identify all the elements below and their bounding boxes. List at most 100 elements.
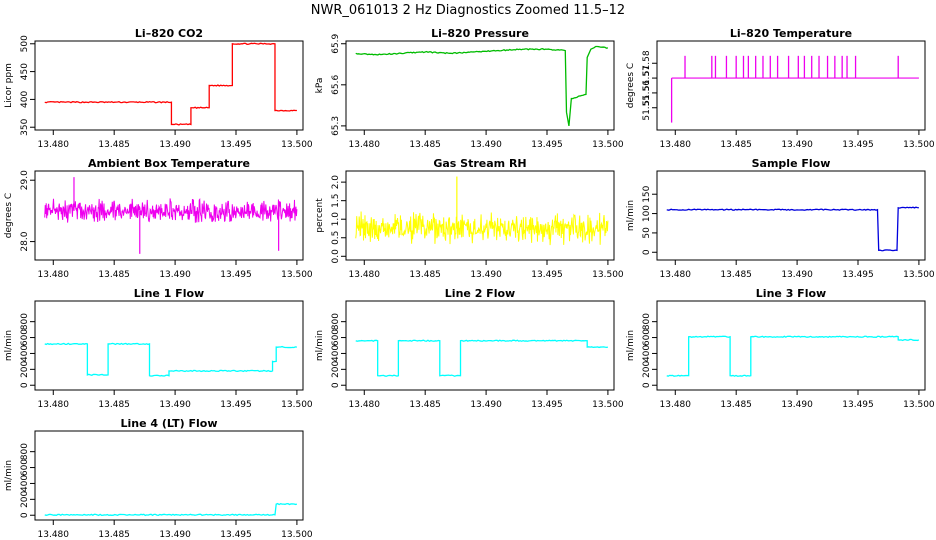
chart-title: Line 2 Flow [445,287,515,300]
x-tick-label: 13.480 [349,140,381,150]
x-tick-label: 13.485 [409,400,441,410]
y-tick-label: 400 [331,345,341,362]
x-tick-label: 13.480 [660,270,692,280]
panels: Li–820 CO2 13.480 13.485 13.490 13.495 13.500… [4,27,935,540]
y-tick-label: 2.0 [331,175,341,190]
x-tick-label: 13.480 [38,400,70,410]
chart-title: Li–820 Temperature [730,27,852,40]
y-axis-label: percent [315,198,325,233]
data-series [44,342,298,377]
data-series [44,502,298,517]
chart-title: Li–820 CO2 [135,27,203,40]
x-tick-label: 13.485 [720,140,752,150]
y-tick-label: 65.3 [331,116,341,136]
y-tick-label: 500 [20,35,30,52]
y-tick-label: 400 [20,475,30,492]
y-tick-label: 800 [20,443,30,460]
y-tick-label: 51.57 [642,65,652,91]
x-tick-label: 13.495 [531,140,563,150]
y-axis-label: ml/min [315,330,325,361]
data-series [44,198,298,223]
chart-title: Line 4 (LT) Flow [121,417,218,430]
x-tick-label: 13.485 [409,270,441,280]
x-tick-label: 13.480 [38,140,70,150]
x-tick-label: 13.490 [159,530,191,540]
chart-title: Li–820 Pressure [431,27,529,40]
x-tick-label: 13.490 [781,270,813,280]
x-tick-label: 13.495 [220,400,252,410]
y-axis-label: degrees C [626,63,636,108]
chart-title: Gas Stream RH [433,157,526,170]
data-series [355,45,609,127]
chart-panel: Line 2 Flow 13.480 13.485 13.490 13.495 13.50… [315,287,624,410]
x-tick-label: 13.480 [38,530,70,540]
y-tick-label: 350 [20,118,30,135]
x-tick-label: 13.485 [98,270,130,280]
plot-frame [34,40,304,131]
x-tick-label: 13.495 [842,140,874,150]
chart-title: Sample Flow [752,157,831,170]
y-tick-label: 0 [642,249,652,255]
x-tick-label: 13.485 [98,140,130,150]
x-tick-label: 13.480 [349,270,381,280]
y-axis-label: ml/min [626,200,636,231]
x-tick-label: 13.500 [903,140,935,150]
y-tick-label: 200 [20,490,30,507]
x-tick-label: 13.490 [470,400,502,410]
y-tick-label: 50 [642,227,652,239]
x-tick-label: 13.485 [720,400,752,410]
y-tick-label: 600 [20,329,30,346]
x-tick-label: 13.490 [159,140,191,150]
y-tick-label: 0.5 [331,231,341,245]
y-axis-label: ml/min [4,330,14,361]
chart-panel: Gas Stream RH 13.480 13.485 13.490 13.495 13.… [315,157,624,280]
x-tick-label: 13.490 [470,140,502,150]
y-tick-label: 800 [20,313,30,330]
y-tick-label: 450 [20,63,30,80]
chart-panel: Line 1 Flow 13.480 13.485 13.490 13.495 13.50… [4,287,313,410]
chart-title: Line 1 Flow [134,287,204,300]
y-tick-label: 600 [331,329,341,346]
plot-frame [34,300,304,391]
y-tick-label: 51.55 [642,95,652,121]
y-tick-label: 0 [20,382,30,388]
y-tick-label: 1.5 [331,194,341,208]
y-tick-label: 0.0 [331,249,341,264]
x-tick-label: 13.480 [660,140,692,150]
y-tick-label: 51.56 [642,80,652,106]
x-tick-label: 13.495 [220,530,252,540]
chart-panel: Sample Flow 13.480 13.485 13.490 13.495 13.50… [626,157,935,280]
x-tick-label: 13.495 [220,270,252,280]
y-tick-label: 600 [642,329,652,346]
x-tick-label: 13.500 [592,270,624,280]
x-tick-label: 13.480 [349,400,381,410]
x-tick-label: 13.485 [98,530,130,540]
y-tick-label: 800 [642,313,652,330]
x-tick-label: 13.485 [98,400,130,410]
chart-panel: Ambient Box Temperature 13.480 13.485 13.49… [4,157,313,280]
x-tick-label: 13.500 [903,400,935,410]
x-tick-label: 13.490 [159,400,191,410]
y-tick-label: 150 [642,185,652,202]
y-tick-label: 200 [20,360,30,377]
x-tick-label: 13.495 [842,400,874,410]
data-series [666,206,919,252]
x-tick-label: 13.500 [592,400,624,410]
y-axis-label: Licor ppm [4,63,14,108]
y-tick-label: 29.0 [20,170,30,190]
y-tick-label: 100 [642,205,652,222]
chart-title: Ambient Box Temperature [88,157,250,170]
x-tick-label: 13.495 [220,140,252,150]
x-tick-label: 13.495 [531,400,563,410]
y-tick-label: 65.9 [331,33,341,53]
y-tick-label: 200 [331,360,341,377]
x-tick-label: 13.485 [720,270,752,280]
plot-frame [34,170,304,261]
y-tick-label: 0 [642,382,652,388]
x-tick-label: 13.480 [38,270,70,280]
x-tick-label: 13.480 [660,400,692,410]
x-tick-label: 13.485 [409,140,441,150]
y-axis-label: degrees C [4,193,14,238]
y-tick-label: 800 [331,313,341,330]
